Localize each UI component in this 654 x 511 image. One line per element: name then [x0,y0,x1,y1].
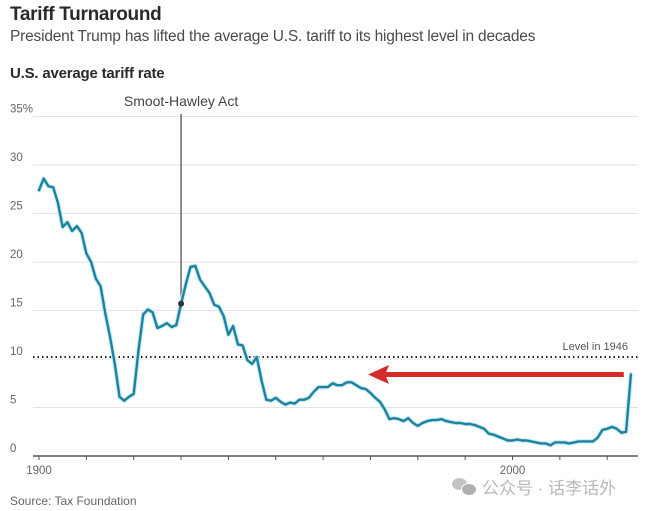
reference-line-label: Level in 1946 [563,341,628,353]
x-axis-ticks: 1900 2000 [26,456,608,477]
y-tick-label: 0 [10,443,16,455]
y-tick-label: 35% [10,104,33,116]
smoot-hawley-annotation: Smoot-Hawley Act [124,93,238,304]
smoot-hawley-point [178,300,185,307]
source-note: Source: Tax Foundation [10,494,137,508]
arrow-head-icon [368,365,390,385]
y-tick-label: 10 [10,346,23,358]
y-axis-labels: 0 5 10 15 20 25 30 35% [10,104,33,456]
watermark: 公众号 · 话李话外 [452,474,616,499]
x-axis: 1900 2000 [26,455,638,477]
y-tick-label: 30 [10,152,23,164]
y-tick-label: 25 [10,201,23,213]
smoot-hawley-label: Smoot-Hawley Act [124,93,238,109]
chart-subheadline: President Trump has lifted the average U… [10,28,536,45]
y-tick-label: 5 [10,395,16,407]
y-tick-label: 15 [10,298,23,310]
x-tick-label: 1900 [26,465,52,477]
red-arrow [368,365,624,385]
watermark-text: 公众号 · 话李话外 [482,479,617,498]
chart-headline: Tariff Turnaround [10,4,162,25]
x-tick-label: 2000 [500,465,526,477]
chart-title: U.S. average tariff rate [10,65,165,82]
reference-line-group: Level in 1946 [33,341,638,359]
wechat-icon [452,477,477,496]
series-line-tariff-rate [37,177,633,447]
y-tick-label: 20 [10,249,23,261]
gridlines [33,116,638,408]
series-line-halo [36,176,634,448]
